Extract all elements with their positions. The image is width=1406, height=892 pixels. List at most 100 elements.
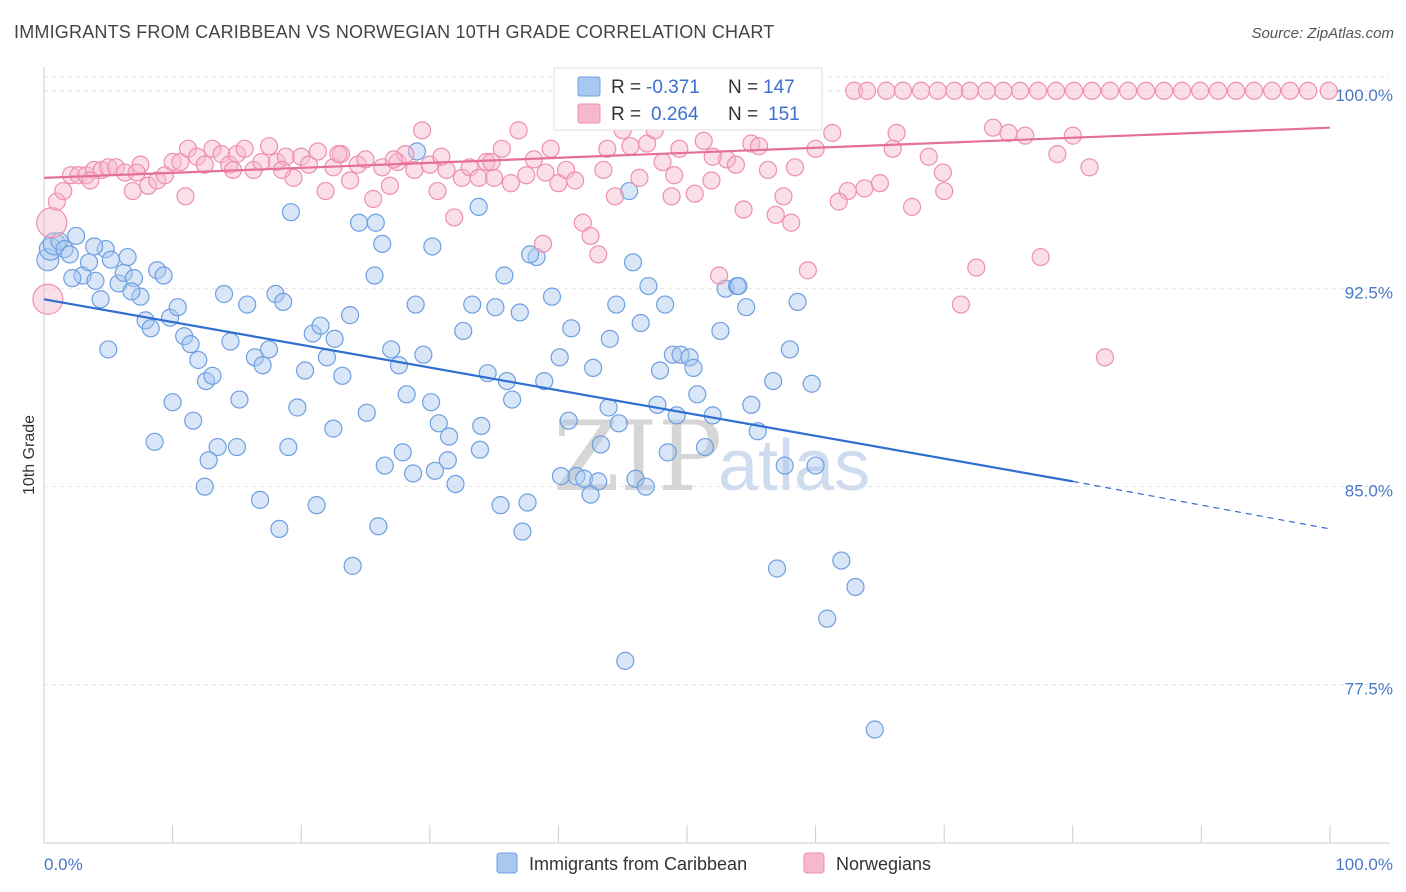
norwegians-trend-line bbox=[43, 126, 1331, 179]
norwegians-point bbox=[492, 139, 511, 158]
y-tick-label-2: 85.0% bbox=[1345, 482, 1393, 501]
norwegians-point bbox=[445, 208, 464, 227]
caribbean-point bbox=[584, 358, 603, 377]
norwegians-point bbox=[670, 139, 689, 158]
norwegians-point bbox=[566, 171, 585, 190]
caribbean-point bbox=[616, 651, 635, 670]
caribbean-point bbox=[729, 276, 748, 296]
norwegians-point bbox=[176, 187, 195, 206]
caribbean-point bbox=[163, 393, 182, 412]
norwegians-point bbox=[1010, 81, 1030, 100]
caribbean-point bbox=[469, 197, 488, 216]
norwegians-point bbox=[855, 179, 874, 198]
norwegians-point bbox=[501, 174, 520, 193]
norwegians-point bbox=[919, 147, 938, 166]
norwegians-point bbox=[877, 81, 896, 100]
x-tick-label-1: 100.0% bbox=[1335, 855, 1393, 874]
caribbean-point bbox=[250, 490, 270, 509]
norwegians-point bbox=[710, 266, 729, 285]
y-tick-label-1: 92.5% bbox=[1345, 284, 1393, 303]
caribbean-point bbox=[650, 361, 670, 380]
caribbean-point bbox=[393, 443, 412, 462]
legend-pink-swatch bbox=[577, 103, 601, 124]
norwegians-point bbox=[928, 81, 947, 100]
caribbean-point bbox=[658, 443, 677, 462]
caribbean-point bbox=[369, 517, 388, 536]
caribbean-point bbox=[259, 340, 279, 359]
norwegians-point bbox=[598, 139, 617, 158]
norwegians-point bbox=[299, 155, 319, 174]
norwegians-point bbox=[951, 295, 971, 314]
norwegians-point bbox=[1031, 247, 1050, 267]
norwegians-point bbox=[557, 160, 576, 180]
caribbean-point bbox=[63, 269, 82, 288]
caribbean-point bbox=[96, 240, 115, 259]
legend-pink-r-label: R = bbox=[611, 104, 641, 125]
norwegians-point bbox=[356, 150, 375, 169]
caribbean-point bbox=[189, 350, 208, 370]
norwegians-point bbox=[412, 121, 432, 140]
watermark: ZIP atlas bbox=[553, 401, 870, 513]
norwegians-point bbox=[195, 155, 214, 174]
caribbean-point bbox=[307, 496, 326, 515]
caribbean-point bbox=[288, 398, 307, 417]
caribbean-point bbox=[181, 335, 200, 354]
watermark-atlas: atlas bbox=[718, 426, 870, 506]
norwegians-point bbox=[364, 189, 383, 209]
legend-blue-r-label: R = bbox=[611, 77, 641, 98]
norwegians-point bbox=[665, 166, 684, 185]
y-axis-title: 10th Grade bbox=[21, 415, 38, 495]
caribbean-point bbox=[366, 213, 385, 232]
norwegians-point bbox=[482, 152, 501, 172]
norwegians-point bbox=[1100, 81, 1120, 100]
norwegians-point bbox=[1016, 126, 1035, 145]
legend-bottom: Immigrants from Caribbean Norwegians bbox=[496, 852, 931, 874]
caribbean-point bbox=[575, 469, 594, 488]
caribbean-point bbox=[99, 340, 118, 359]
norwegians-point bbox=[432, 147, 451, 166]
legend-bottom-norwegians: Norwegians bbox=[836, 854, 931, 874]
norwegians-point bbox=[911, 81, 931, 100]
series-caribbean-points bbox=[36, 142, 884, 739]
caribbean-point bbox=[454, 321, 473, 341]
norwegians-point bbox=[139, 176, 158, 195]
caribbean-point bbox=[373, 234, 392, 253]
legend-blue-n-value: 147 bbox=[763, 77, 795, 98]
caribbean-point bbox=[340, 306, 360, 325]
norwegians-point bbox=[983, 118, 1003, 137]
caribbean-point bbox=[764, 371, 783, 391]
norwegians-point bbox=[726, 155, 745, 174]
caribbean-point bbox=[535, 371, 554, 391]
caribbean-point bbox=[609, 414, 628, 433]
caribbean-point bbox=[581, 485, 600, 504]
norwegians-point bbox=[428, 181, 447, 201]
legend-blue-r-value: -0.371 bbox=[646, 77, 700, 98]
norwegians-point bbox=[933, 163, 953, 182]
norwegians-point bbox=[1299, 81, 1318, 100]
caribbean-point bbox=[684, 358, 703, 377]
norwegians-point bbox=[935, 181, 954, 201]
caribbean-point bbox=[67, 226, 86, 246]
caribbean-point bbox=[203, 366, 222, 385]
norwegians-point bbox=[485, 168, 504, 187]
caribbean-point bbox=[221, 332, 240, 351]
norwegians-point bbox=[1064, 81, 1084, 100]
norwegians-point bbox=[594, 160, 613, 180]
legend-pink-n-value: 151 bbox=[768, 104, 800, 125]
caribbean-point bbox=[118, 247, 137, 267]
norwegians-point bbox=[123, 181, 142, 201]
caribbean-point bbox=[788, 292, 807, 312]
caribbean-point bbox=[423, 237, 442, 256]
norwegians-point bbox=[893, 81, 913, 100]
norwegians-point bbox=[785, 158, 805, 177]
caribbean-point bbox=[438, 451, 457, 470]
norwegians-point bbox=[259, 137, 279, 156]
norwegians-point bbox=[509, 121, 528, 140]
caribbean-point bbox=[168, 298, 187, 317]
norwegians-point bbox=[1319, 81, 1338, 100]
norwegians-point bbox=[541, 139, 560, 158]
caribbean-point bbox=[195, 477, 214, 496]
caribbean-point bbox=[238, 295, 257, 314]
norwegians-point bbox=[994, 81, 1013, 100]
norwegians-point bbox=[380, 176, 400, 195]
